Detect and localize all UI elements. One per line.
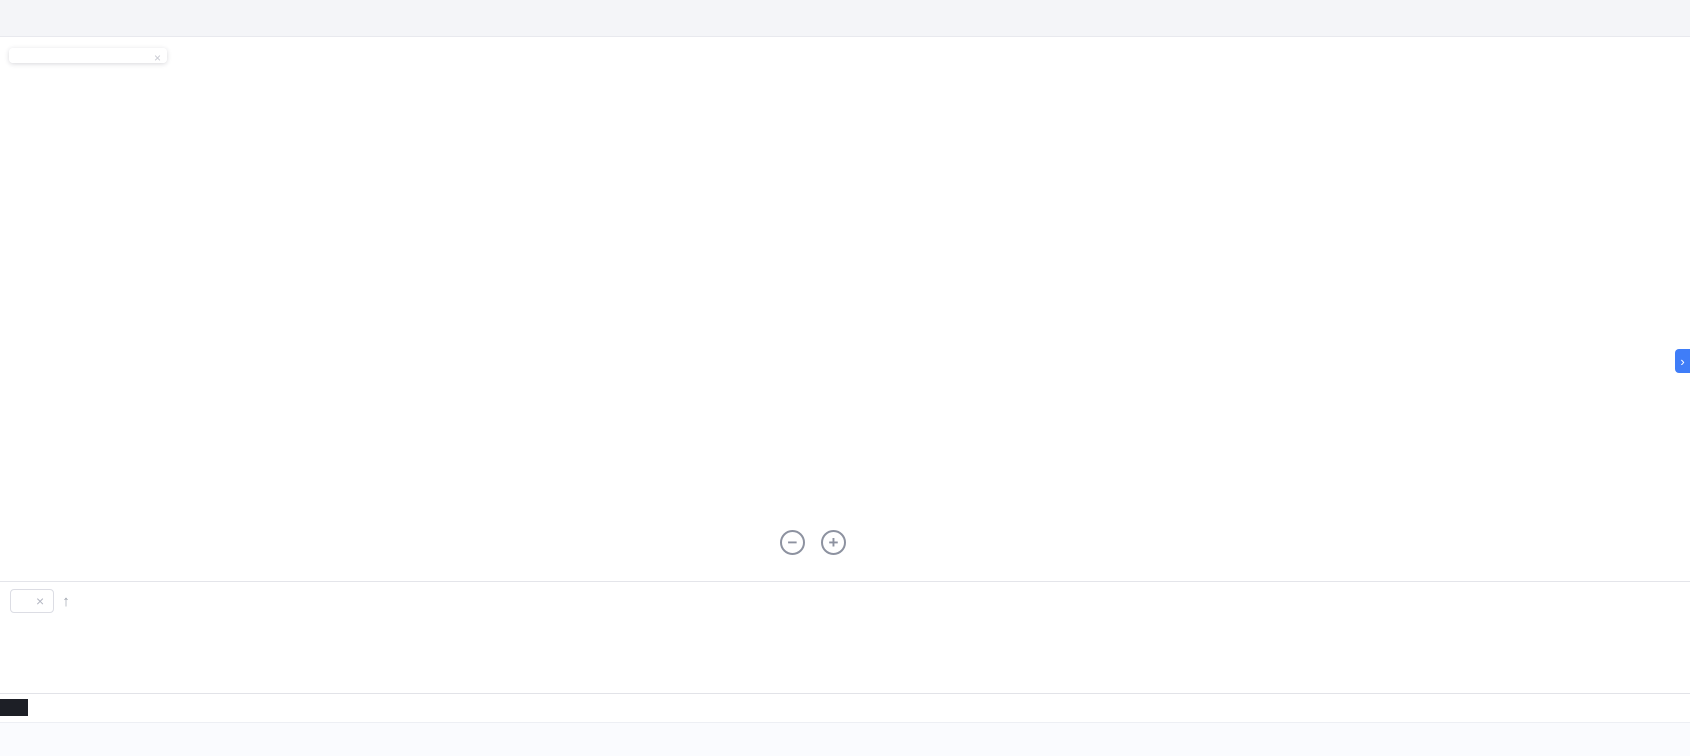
zoom-controls: − + (780, 530, 846, 555)
footer-strip (0, 722, 1690, 756)
crosshair-date-badge (0, 699, 28, 716)
rsi-expand-icon[interactable]: ↑ (62, 592, 70, 610)
indicator-tab-bar (0, 0, 1690, 37)
ohlc-tooltip: × (9, 48, 167, 65)
rsi-chart-canvas[interactable] (0, 582, 1690, 694)
main-chart-area[interactable]: − + (0, 36, 1690, 581)
time-axis[interactable] (0, 693, 1690, 723)
tooltip-close-icon[interactable]: × (153, 51, 161, 65)
rsi-indicator-header: × ↑ (10, 589, 70, 613)
zoom-out-button[interactable]: − (780, 530, 805, 555)
rsi-panel[interactable]: × ↑ (0, 581, 1690, 694)
price-chart-canvas[interactable] (0, 36, 1690, 581)
rsi-indicator-pill[interactable]: × (10, 589, 55, 613)
rsi-close-icon[interactable]: × (36, 593, 45, 609)
zoom-in-button[interactable]: + (821, 530, 846, 555)
scroll-right-button[interactable]: › (1675, 349, 1690, 373)
tabs-container (0, 0, 1690, 5)
